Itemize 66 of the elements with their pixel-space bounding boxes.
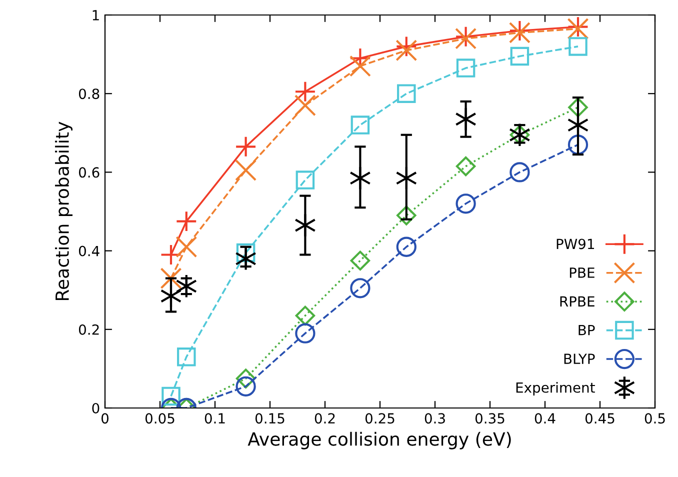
point: [456, 194, 476, 214]
point: [235, 246, 256, 271]
point: [397, 84, 416, 103]
point: [568, 97, 588, 118]
y-tick-label: 1: [92, 10, 99, 20]
point: [295, 306, 316, 326]
point: [568, 134, 588, 155]
point: [296, 170, 315, 190]
y-tick-label: 0.2: [78, 324, 99, 335]
x-tick-label: 0.25: [365, 413, 394, 424]
legend-label: PBE: [570, 268, 594, 278]
legend-label: RPBE: [560, 296, 594, 306]
point: [350, 166, 371, 190]
legend-label: Experiment: [516, 382, 595, 396]
point: [160, 244, 182, 266]
point: [510, 162, 530, 182]
point: [396, 36, 418, 58]
x-tick-label: 0.15: [255, 413, 284, 424]
point: [456, 156, 476, 176]
x-tick-label: 0.5: [644, 413, 665, 424]
point: [236, 243, 256, 262]
point: [396, 166, 418, 190]
point: [176, 274, 198, 298]
point: [176, 236, 198, 258]
point: [455, 106, 476, 132]
point: [349, 55, 371, 77]
y-tick-label: 0.8: [78, 88, 100, 100]
point: [294, 80, 316, 102]
x-tick-label: 0: [101, 413, 108, 424]
point: [294, 213, 316, 238]
point: [396, 206, 416, 226]
point: [177, 348, 196, 366]
legend-label: PW91: [556, 238, 594, 250]
legend-label: BP: [578, 325, 595, 336]
point: [235, 136, 257, 158]
point: [350, 278, 370, 298]
point: [350, 116, 370, 134]
point: [568, 37, 588, 56]
y-tick-label: 0: [92, 402, 100, 414]
point: [162, 386, 180, 406]
x-tick-label: 0.2: [314, 413, 335, 424]
x-tick-label: 0.3: [424, 413, 445, 424]
x-tick-label: 0.05: [145, 413, 174, 424]
x-tick-label: 0.1: [204, 413, 225, 424]
point: [349, 47, 371, 69]
y-axis-title: Reaction probability: [55, 122, 72, 300]
x-tick-label: 0.45: [585, 413, 614, 424]
point: [176, 210, 198, 232]
point: [294, 94, 316, 116]
point: [510, 46, 530, 66]
y-tick-label: 0.4: [78, 246, 100, 256]
x-axis-title: Average collision energy (eV): [248, 432, 511, 450]
y-tick-label: 0.6: [78, 167, 100, 178]
point: [396, 236, 416, 257]
point: [236, 368, 256, 388]
point: [350, 250, 370, 271]
point: [396, 40, 418, 62]
x-tick-label: 0.4: [534, 413, 556, 424]
point: [567, 112, 589, 138]
legend-label: BLYP: [564, 354, 595, 364]
point: [235, 159, 257, 181]
point: [456, 58, 476, 78]
point: [160, 268, 182, 290]
x-tick-label: 0.35: [475, 413, 504, 424]
point: [295, 323, 316, 344]
point: [236, 376, 256, 396]
